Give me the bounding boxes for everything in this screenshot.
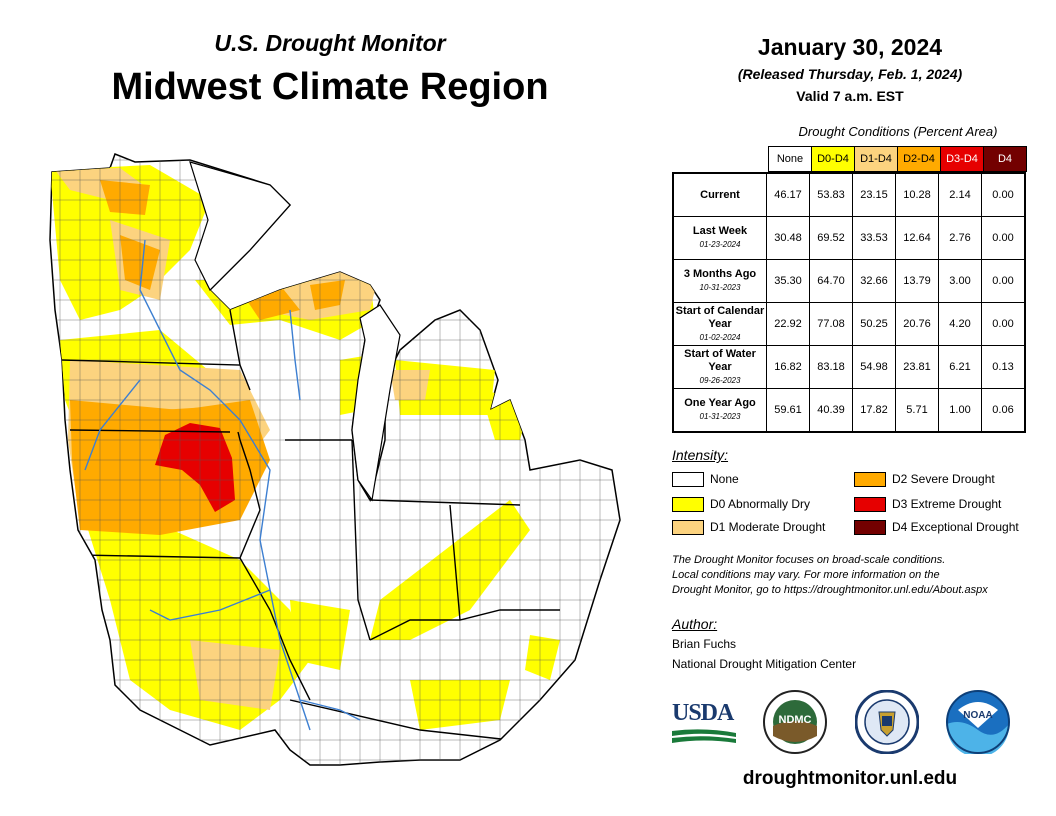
- legend-item-d4: D4 Exceptional Drought: [854, 519, 1019, 536]
- table-cell: 10.28: [895, 172, 939, 217]
- row-label: 3 Months Ago 10-31-2023: [672, 259, 767, 303]
- table-cell: 20.76: [895, 302, 939, 346]
- table-row: 3 Months Ago 10-31-2023 35.30 64.70 32.66 13.…: [672, 259, 1026, 303]
- commerce-seal-icon: [854, 689, 920, 755]
- table-row: Current 46.17 53.83 23.15 10.28 2.14 0.00: [672, 172, 1026, 217]
- row-label: One Year Ago 01-31-2023: [672, 388, 767, 433]
- legend-item-d0: D0 Abnormally Dry: [672, 496, 810, 513]
- table-cell: 17.82: [852, 388, 896, 433]
- legend-swatch: [672, 472, 704, 488]
- table-cell: 83.18: [809, 345, 853, 389]
- table-header: None D0-D4 D1-D4 D2-D4 D3-D4 D4: [768, 146, 1027, 172]
- table-cell: 3.00: [938, 259, 982, 303]
- doc-seal-logo: [854, 689, 920, 755]
- author-title: Author:: [672, 616, 718, 632]
- table-cell: 59.61: [766, 388, 810, 433]
- col-d2-d4: D2-D4: [897, 146, 941, 172]
- table-cell: 0.00: [981, 302, 1026, 346]
- col-d1-d4: D1-D4: [854, 146, 898, 172]
- table-cell: 5.71: [895, 388, 939, 433]
- table-cell: 64.70: [809, 259, 853, 303]
- table-row: Start of Calendar Year 01-02-2024 22.92 77.…: [672, 302, 1026, 346]
- noaa-seal-icon: [946, 690, 1010, 757]
- table-cell: 0.06: [981, 388, 1026, 433]
- table-cell: 53.83: [809, 172, 853, 217]
- table-cell: 16.82: [766, 345, 810, 389]
- table-cell: 77.08: [809, 302, 853, 346]
- table-cell: 32.66: [852, 259, 896, 303]
- disclaimer-note: The Drought Monitor focuses on broad-sca…: [672, 554, 988, 596]
- noaa-logo: NOAA: [946, 690, 1010, 757]
- stats-table: Current 46.17 53.83 23.15 10.28 2.14 0.00 Last …: [672, 172, 1026, 433]
- table-row: One Year Ago 01-31-2023 59.61 40.39 17.82 5.7…: [672, 388, 1026, 433]
- legend-swatch: [672, 497, 704, 513]
- row-label: Start of Water Year 09-26-2023: [672, 345, 767, 389]
- website-url[interactable]: droughtmonitor.unl.edu: [742, 768, 958, 789]
- table-cell: 0.13: [981, 345, 1026, 389]
- table-cell: 30.48: [766, 216, 810, 260]
- table-cell: 0.00: [981, 259, 1026, 303]
- table-cell: 50.25: [852, 302, 896, 346]
- col-none: None: [768, 146, 812, 172]
- map-title: Midwest Climate Region: [111, 66, 549, 108]
- lake-michigan: [351, 304, 401, 502]
- table-cell: 0.00: [981, 172, 1026, 217]
- ndmc-seal-icon: [763, 690, 827, 754]
- legend-item-none: None: [672, 471, 739, 488]
- legend-swatch: [854, 472, 886, 488]
- col-d0-d4: D0-D4: [811, 146, 855, 172]
- table-cell: 54.98: [852, 345, 896, 389]
- author-name: Brian Fuchs: [672, 637, 737, 651]
- table-row: Last Week 01-23-2024 30.48 69.52 33.53 12.64 2…: [672, 216, 1026, 260]
- table-cell: 0.00: [981, 216, 1026, 260]
- table-cell: 35.30: [766, 259, 810, 303]
- row-label: Current: [672, 172, 767, 217]
- usda-logo: USDA: [672, 700, 738, 750]
- table-cell: 33.53: [852, 216, 896, 260]
- col-d3-d4: D3-D4: [940, 146, 984, 172]
- legend-swatch: [854, 497, 886, 513]
- release-date: (Released Thursday, Feb. 1, 2024): [737, 66, 963, 82]
- table-cell: 4.20: [938, 302, 982, 346]
- legend-item-d2: D2 Severe Drought: [854, 471, 995, 488]
- table-cell: 6.21: [938, 345, 982, 389]
- rivers: [84, 239, 361, 731]
- d3-areas: [155, 423, 235, 512]
- legend-title: Intensity:: [672, 447, 729, 463]
- drought-map: [49, 153, 621, 766]
- author-org: National Drought Mitigation Center: [672, 657, 857, 671]
- row-label: Last Week 01-23-2024: [672, 216, 767, 260]
- legend-item-d3: D3 Extreme Drought: [854, 496, 1001, 513]
- table-cell: 2.76: [938, 216, 982, 260]
- ndmc-logo: NDMC: [763, 690, 827, 754]
- table-cell: 13.79: [895, 259, 939, 303]
- col-d4: D4: [983, 146, 1027, 172]
- table-cell: 46.17: [766, 172, 810, 217]
- table-cell: 22.92: [766, 302, 810, 346]
- map-subtitle: U.S. Drought Monitor: [214, 30, 446, 56]
- table-cell: 2.14: [938, 172, 982, 217]
- legend-swatch: [672, 520, 704, 536]
- map-date: January 30, 2024: [757, 34, 943, 60]
- state-borders: [61, 309, 560, 741]
- usda-swoosh-icon: [672, 729, 736, 743]
- table-cell: 12.64: [895, 216, 939, 260]
- great-lakes: [189, 161, 401, 502]
- legend-swatch: [854, 520, 886, 536]
- table-cell: 40.39: [809, 388, 853, 433]
- valid-time: Valid 7 a.m. EST: [796, 88, 904, 104]
- table-caption: Drought Conditions (Percent Area): [798, 124, 998, 139]
- table-cell: 23.81: [895, 345, 939, 389]
- row-label: Start of Calendar Year 01-02-2024: [672, 302, 767, 346]
- table-cell: 23.15: [852, 172, 896, 217]
- lake-superior: [189, 161, 291, 292]
- legend-item-d1: D1 Moderate Drought: [672, 519, 825, 536]
- table-row: Start of Water Year 09-26-2023 16.82 83.18 5…: [672, 345, 1026, 389]
- table-cell: 1.00: [938, 388, 982, 433]
- table-cell: 69.52: [809, 216, 853, 260]
